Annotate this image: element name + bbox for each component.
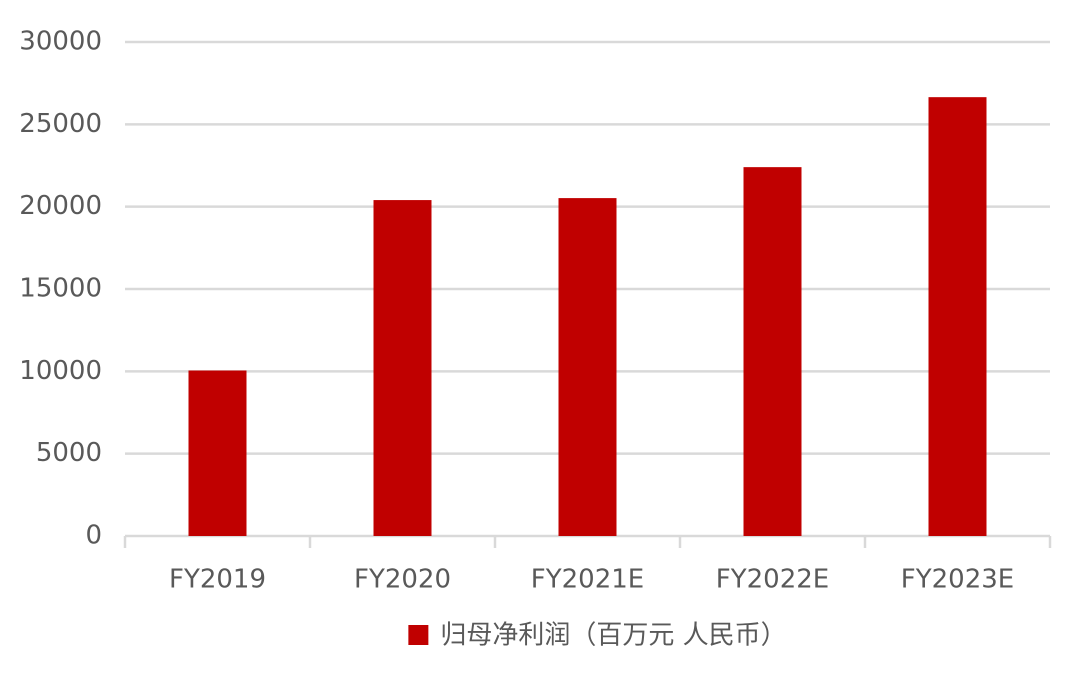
x-tick-label: FY2019 <box>169 565 266 595</box>
y-tick-label: 20000 <box>19 191 102 221</box>
y-tick-label: 0 <box>85 521 102 551</box>
bar <box>373 200 432 536</box>
x-tick-label: FY2022E <box>716 565 829 595</box>
legend-swatch <box>408 625 429 645</box>
bar <box>558 198 617 536</box>
y-tick-label: 10000 <box>19 356 102 386</box>
x-tick-label: FY2020 <box>354 565 451 595</box>
y-tick-label: 25000 <box>19 109 102 139</box>
y-tick-label: 30000 <box>19 27 102 57</box>
bar <box>743 167 802 536</box>
legend-label: 归母净利润（百万元 人民币） <box>440 621 786 651</box>
y-tick-label: 5000 <box>36 438 102 468</box>
bar <box>928 97 987 536</box>
x-tick-label: FY2023E <box>901 565 1014 595</box>
y-tick-label: 15000 <box>19 274 102 304</box>
bar <box>188 370 247 536</box>
x-tick-label: FY2021E <box>531 565 644 595</box>
